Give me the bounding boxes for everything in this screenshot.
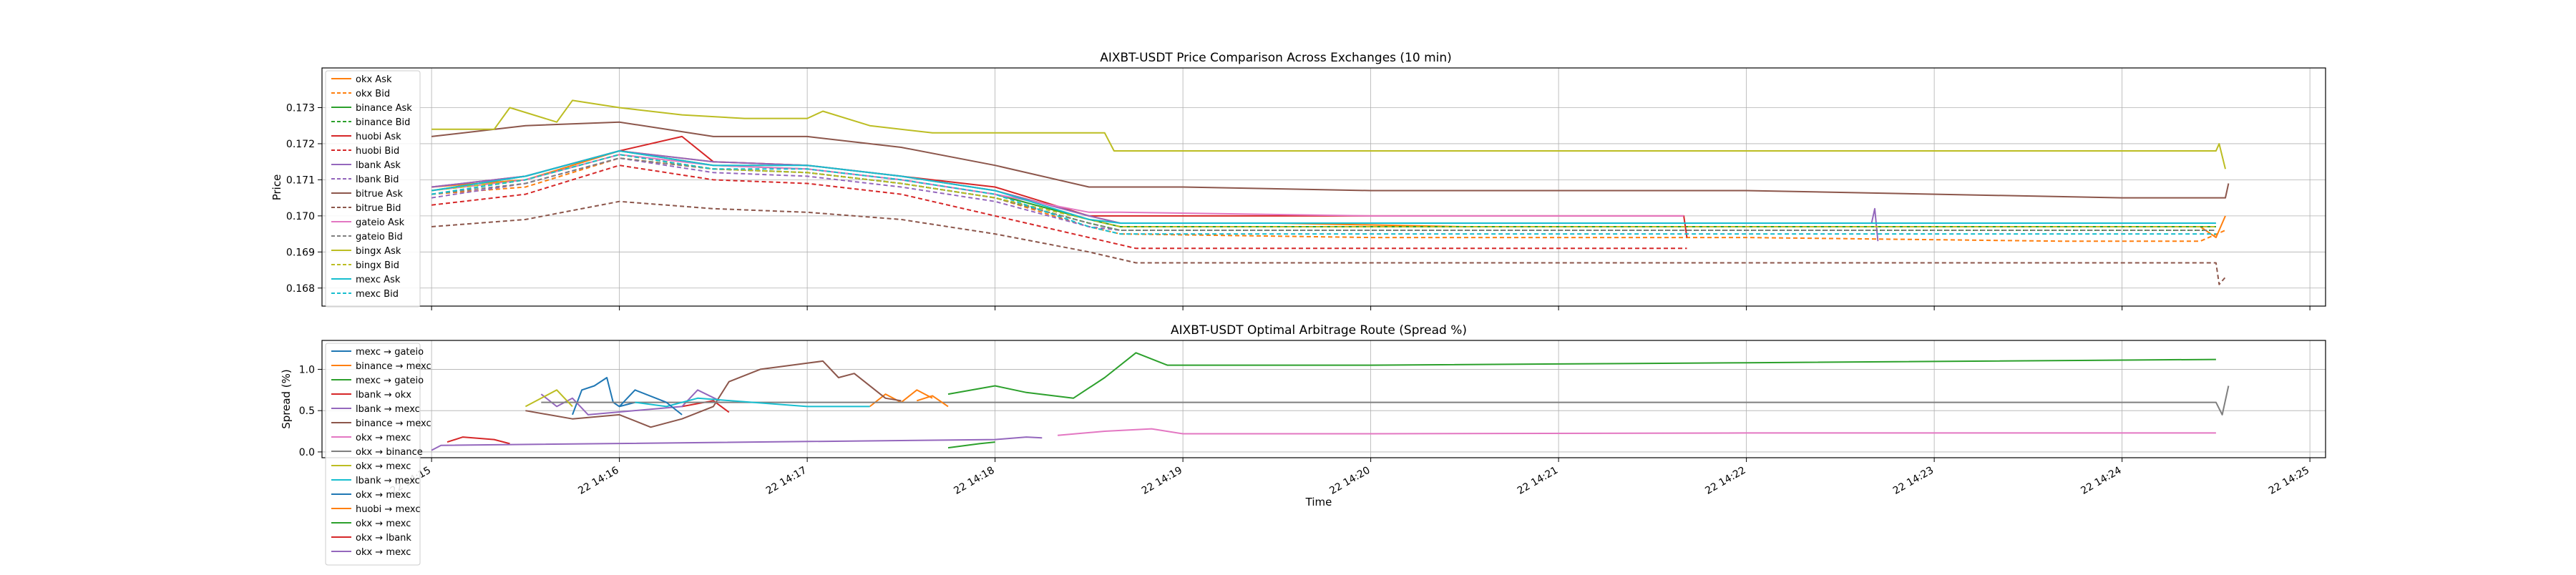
legend-label: mexc → gateio — [356, 347, 424, 358]
series-line — [431, 121, 2230, 199]
legend-label: okx → binance — [356, 447, 423, 458]
legend-label: lbank → mexc — [356, 404, 420, 415]
series-line — [431, 99, 2226, 169]
legend-label: mexc Ask — [356, 275, 401, 285]
series-line — [431, 150, 2216, 224]
legend-label: okx → mexc — [356, 461, 411, 472]
legend-label: bitrue Ask — [356, 189, 403, 200]
series-line — [618, 389, 683, 416]
legend-label: binance Bid — [356, 117, 410, 128]
series-line — [431, 164, 1687, 250]
series-line — [431, 436, 1043, 451]
y-tick-label: 0.170 — [286, 211, 315, 222]
legend-label: okx → mexc — [356, 433, 411, 443]
price-chart-frame — [321, 67, 2326, 307]
legend-label: okx → mexc — [356, 519, 411, 529]
series-line — [635, 397, 870, 408]
legend-label: huobi Ask — [356, 132, 401, 142]
legend-label: okx Bid — [356, 89, 390, 99]
y-tick-label: 0.173 — [286, 103, 315, 114]
legend-label: gateio Ask — [356, 217, 405, 228]
legend-label: okx → mexc — [356, 490, 411, 501]
legend-label: binance Ask — [356, 103, 412, 114]
spread-chart-xlabel: Time — [1305, 496, 1332, 508]
series-line — [431, 154, 2216, 227]
series-line — [525, 389, 573, 408]
y-tick-label: 0.5 — [299, 406, 315, 417]
legend-label: binance → mexc — [356, 361, 431, 372]
spread-chart-ylabel: Spread (%) — [280, 369, 293, 429]
series-line — [525, 360, 902, 428]
price-chart-ticks: 0.168 0.169 0.170 0.171 0.172 0.173 — [286, 103, 2311, 310]
legend-label: bitrue Bid — [356, 203, 401, 214]
spread-chart-title: AIXBT-USDT Optimal Arbitrage Route (Spre… — [1171, 323, 1467, 338]
series-line — [540, 389, 721, 416]
series-line — [431, 154, 2216, 235]
legend-label: lbank Bid — [356, 175, 399, 185]
price-chart-legend: okx Ask okx Bid binance Ask binance Bid huob… — [325, 70, 421, 308]
legend-box — [325, 70, 421, 308]
y-tick-label: 0.171 — [286, 175, 315, 186]
legend-label: huobi → mexc — [356, 504, 421, 515]
legend-label: mexc → gateio — [356, 375, 424, 386]
legend-label: mexc Bid — [356, 289, 399, 300]
series-line — [681, 400, 730, 413]
legend-label: lbank → okx — [356, 390, 411, 400]
y-tick-label: 0.0 — [299, 447, 315, 458]
spread-chart-series — [431, 352, 2230, 451]
price-chart-series — [431, 99, 2230, 285]
y-tick-label: 1.0 — [299, 364, 315, 375]
legend-box — [325, 343, 421, 566]
series-line — [447, 436, 510, 445]
legend-label: okx Ask — [356, 74, 392, 85]
legend-label: gateio Bid — [356, 232, 403, 242]
series-line — [916, 395, 949, 408]
legend-label: okx → mexc — [356, 547, 411, 558]
series-line — [431, 200, 2226, 285]
price-chart-title: AIXBT-USDT Price Comparison Across Excha… — [1100, 51, 1452, 65]
price-chart: AIXBT-USDT Price Comparison Across Excha… — [270, 51, 2326, 310]
legend-label: binance → mexc — [356, 418, 431, 429]
legend-label: okx → lbank — [356, 533, 411, 544]
legend-label: bingx Ask — [356, 246, 401, 257]
price-chart-ylabel: Price — [270, 175, 283, 201]
legend-label: huobi Bid — [356, 146, 399, 157]
series-line — [947, 441, 995, 449]
spread-chart-frame — [321, 340, 2326, 458]
legend-label: lbank Ask — [356, 160, 401, 171]
spread-chart-legend: mexc → gateio binance → mexc mexc → gateio… — [325, 343, 431, 566]
legend-label: bingx Bid — [356, 260, 399, 271]
y-tick-label: 0.169 — [286, 247, 315, 258]
series-line — [1058, 428, 2216, 436]
y-tick-label: 0.168 — [286, 283, 315, 295]
y-tick-label: 0.172 — [286, 139, 315, 150]
series-line — [947, 352, 2216, 399]
spread-chart-grid — [322, 340, 2326, 458]
legend-label: lbank → mexc — [356, 476, 420, 486]
